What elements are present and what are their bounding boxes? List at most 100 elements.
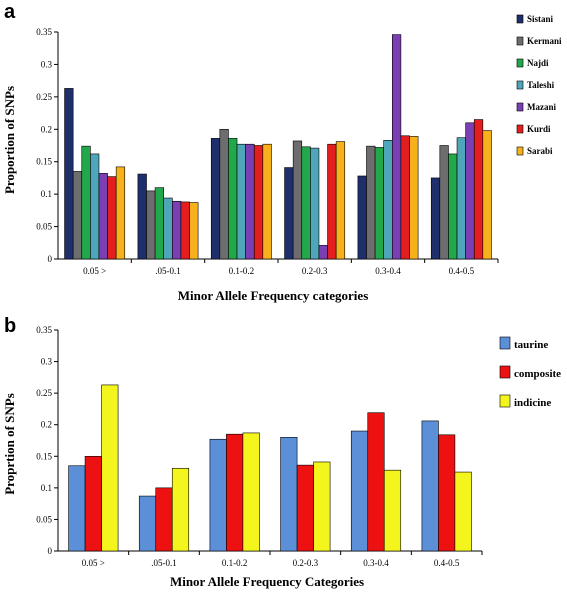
panel-b-legend-swatch: [499, 365, 511, 379]
panel-b-plot: 0 0.05 0.1 0.15 0.2 0.25 0.3 0.35 0.05 > .05-0.1 0…: [36, 325, 561, 568]
panel-a-bar-mazani: [465, 122, 475, 260]
panel-b-category-label: 0.05 >: [82, 558, 105, 568]
panel-a-legend-label: Mazani: [527, 102, 556, 112]
panel-a-category-label: 0.4-0.5: [449, 266, 475, 276]
panel-b-y-tick-label: 0.1: [41, 483, 52, 493]
panel-a-bar-taleshi: [383, 140, 393, 260]
panel-a-bar-kermani: [292, 140, 303, 260]
panel-a-bar-taleshi: [90, 153, 100, 260]
panel-a-ylabel: Proportion of SNPs: [2, 86, 17, 194]
panel-a-y-tick-label: 0.2: [41, 124, 52, 134]
panel-a-bar-kurdi: [400, 135, 410, 260]
panel-b-category-label: 0.4-0.5: [434, 558, 460, 568]
panel-a-bar-sistani: [430, 177, 441, 260]
panel-b-y-tick-label: 0.3: [41, 357, 53, 367]
panel-b-bar-composite: [84, 455, 102, 552]
panel-a-bar-najdi: [81, 145, 91, 260]
panel-a-bar-kurdi: [180, 201, 190, 260]
panel-a-bar-sarabi: [189, 202, 199, 260]
panel-a-bar-najdi: [301, 146, 311, 260]
panel-a-bar-kurdi: [473, 119, 484, 260]
panel-a-y-tick-label: 0: [48, 254, 53, 264]
panel-a-bar-kurdi: [253, 145, 264, 260]
panel-a-legend-swatch: [516, 58, 524, 68]
panel-a-bar-taleshi: [310, 147, 320, 260]
panel-b-bar-composite: [155, 487, 173, 552]
panel-a-bar-sistani: [64, 88, 74, 260]
panel-a-bar-kermani: [219, 128, 229, 260]
panel-a-bar-kermani: [366, 145, 376, 260]
panel-a-bar-sarabi: [482, 130, 492, 260]
panel-a-bar-taleshi: [163, 197, 173, 260]
panel-a-bar-mazani: [172, 200, 182, 260]
panel-a-bar-sistani: [357, 175, 367, 260]
panel-a-y-tick-label: 0.15: [36, 157, 52, 167]
panel-a-legend-label: Najdi: [527, 58, 549, 68]
panel-b-legend-swatch: [499, 336, 511, 350]
panel-a-y-tick-label: 0.1: [41, 189, 52, 199]
panel-b-bar-taurine: [209, 438, 227, 552]
panel-a-category-label: 0.2-0.3: [302, 266, 328, 276]
panel-b-legend-label: composite: [514, 368, 561, 380]
panel-a-plot: 0 0.05 0.1 0.15 0.2 0.25 0.3 0.35 0.05 > .05-0.1 0…: [36, 14, 562, 276]
panel-a-bar-kurdi: [327, 143, 337, 260]
panel-a-legend-label: Taleshi: [527, 80, 555, 90]
panel-a-bar-kurdi: [107, 176, 117, 260]
panel-b-bar-taurine: [68, 465, 86, 552]
panel-a-y-tick-label: 0.25: [36, 92, 52, 102]
panel-a-bar-najdi: [374, 147, 385, 260]
panel-b-bar-composite: [226, 433, 244, 552]
panel-a-category-label: 0.05 >: [83, 266, 106, 276]
panel-a-bar-najdi: [448, 153, 458, 260]
panel-a-category-label: 0.3-0.4: [375, 266, 401, 276]
panel-a-legend-label: Kurdi: [527, 124, 551, 134]
panel-b-bar-taurine: [350, 430, 369, 552]
panel-a-legend-label: Sarabi: [527, 146, 553, 156]
panel-b-y-tick-label: 0: [48, 546, 53, 556]
panel-a-bar-taleshi: [456, 137, 466, 260]
panel-a-legend-label: Sistani: [527, 14, 554, 24]
panel-a-bar-sistani: [210, 138, 221, 260]
panel-a-bar-kermani: [146, 190, 156, 260]
panel-b-y-tick-label: 0.05: [36, 514, 52, 524]
panel-b-y-tick-label: 0.35: [36, 325, 52, 335]
panel-a-legend-swatch: [516, 14, 524, 24]
panel-a-legend-swatch: [516, 36, 524, 46]
panel-a-y-tick-label: 0.3: [41, 59, 53, 69]
panel-a-category-label: .05-0.1: [155, 266, 181, 276]
panel-b-bar-indicine: [454, 471, 472, 552]
panel-b-bar-indicine: [313, 461, 331, 552]
panel-a-bar-taleshi: [236, 143, 246, 260]
panel-a-bar-kermani: [72, 171, 83, 260]
panel-a-legend-swatch: [516, 102, 524, 112]
panel-a-bar-mazani: [391, 34, 402, 260]
panel-b-bar-taurine: [421, 420, 439, 552]
panel-a-bar-najdi: [228, 138, 238, 260]
panel-a-bar-sarabi: [335, 141, 346, 260]
panel-a-bar-najdi: [154, 187, 165, 260]
panel-a-y-tick-label: 0.35: [36, 27, 52, 37]
panel-b-bar-indicine: [101, 384, 119, 552]
panel-b-y-tick-label: 0.2: [41, 420, 52, 430]
panel-a-bar-sarabi: [262, 143, 272, 260]
panel-b-category-label: 0.3-0.4: [363, 558, 389, 568]
panel-a-bar-sistani: [137, 173, 147, 260]
panel-b-legend-swatch: [499, 394, 511, 408]
panel-a-legend-label: Kermani: [527, 36, 562, 46]
panel-a-legend-swatch: [516, 124, 524, 134]
panel-a-bar-sarabi: [115, 166, 126, 260]
panel-a-y-tick-label: 0.05: [36, 222, 52, 232]
panel-b-category-label: 0.2-0.3: [293, 558, 319, 568]
panel-b-bar-taurine: [138, 495, 157, 552]
panel-a-bar-sarabi: [409, 136, 419, 260]
panel-a-bar-sistani: [284, 167, 294, 260]
panel-a-category-label: 0.1-0.2: [229, 266, 255, 276]
panel-a-bar-mazani: [98, 173, 108, 260]
panel-b-category-label: .05-0.1: [151, 558, 177, 568]
panel-a-letter: a: [4, 1, 16, 23]
panel-b-xlabel: Minor Allele Frequency Categories: [170, 574, 364, 589]
panel-b-bar-indicine: [242, 432, 260, 552]
panel-b-bar-taurine: [280, 437, 298, 552]
panel-b-category-label: 0.1-0.2: [222, 558, 248, 568]
panel-b-bar-composite: [296, 464, 314, 552]
